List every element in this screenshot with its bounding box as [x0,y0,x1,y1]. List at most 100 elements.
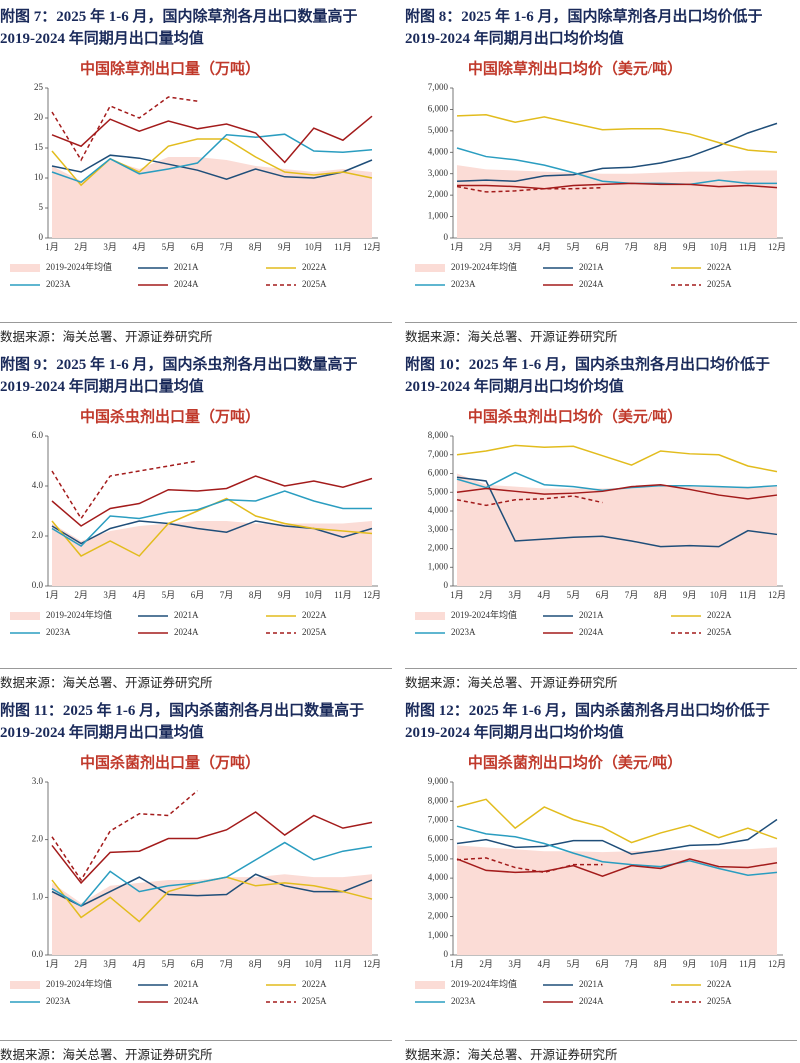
x-tick-label: 11月 [334,590,352,600]
area-series [457,845,777,955]
legend-label: 2019-2024年均值 [46,261,112,272]
figure-source: 数据来源：海关总署、开源证券研究所 [0,1040,392,1063]
legend-label: 2024A [579,279,604,289]
x-tick-label: 1月 [450,590,464,600]
figure-panel: 附图 7：2025 年 1-6 月，国内除草剂各月出口数量高于 2019-2024… [0,6,392,345]
line-series [456,185,603,193]
x-tick-label: 11月 [739,242,757,252]
y-tick-label: 1.0 [32,891,44,901]
y-tick-label: 10 [34,172,44,182]
legend-label: 2021A [174,610,199,620]
x-tick-label: 4月 [133,959,147,969]
figure-caption: 附图 8：2025 年 1-6 月，国内除草剂各月出口均价低于 2019-2024… [405,6,797,50]
line-series [456,495,603,507]
figure-source: 数据来源：海关总署、开源证券研究所 [405,668,797,691]
y-tick-label: 2,000 [428,911,449,921]
caption-line: 2019-2024 年同期月出口均价均值 [405,379,624,395]
y-tick-label: 3,000 [428,168,449,178]
x-tick-label: 7月 [625,959,639,969]
legend-label: 2021A [579,262,604,272]
x-tick-label: 5月 [567,959,581,969]
area-series [457,473,777,586]
figure-caption: 附图 7：2025 年 1-6 月，国内除草剂各月出口数量高于 2019-2024… [0,6,392,50]
y-tick-label: 1,000 [428,211,449,221]
x-tick-label: 8月 [249,590,263,600]
figure-panel: 附图 9：2025 年 1-6 月，国内杀虫剂各月出口数量高于 2019-2024… [0,354,392,690]
chart-title: 中国杀菌剂出口量（万吨） [80,753,260,771]
y-tick-label: 6,000 [428,103,449,113]
legend-label: 2024A [174,279,199,289]
y-tick-label: 0 [444,580,449,590]
caption-line: 2019-2024 年同期月出口量均值 [0,725,204,741]
line-series [51,96,198,162]
x-tick-label: 3月 [103,590,117,600]
line-series [51,475,373,527]
line-series [51,490,372,547]
figure-caption: 附图 12：2025 年 1-6 月，国内杀菌剂各月出口均价低于 2019-202… [405,700,797,744]
x-tick-label: 6月 [191,959,205,969]
y-tick-label: 5,000 [428,486,449,496]
y-tick-label: 2,000 [428,543,449,553]
chart-title: 中国杀虫剂出口均价（美元/吨） [468,407,682,425]
x-tick-label: 8月 [654,242,668,252]
legend-swatch [10,264,40,272]
figure-caption: 附图 10：2025 年 1-6 月，国内杀虫剂各月出口均价低于 2019-202… [405,354,797,398]
line-series [51,790,198,882]
legend-label: 2023A [451,627,476,637]
line-series [456,818,778,855]
y-tick-label: 0 [444,232,449,242]
chart: 中国除草剂出口量（万吨） 0 5 10 15 20 25 1月 2月 3月 4月 5月 6月 7月 8月 9月… [10,59,381,289]
y-tick-label: 4.0 [32,480,44,490]
x-tick-label: 6月 [596,242,610,252]
chart-title: 中国除草剂出口均价（美元/吨） [468,59,682,77]
x-tick-label: 11月 [739,590,757,600]
y-tick-label: 0.0 [32,580,44,590]
caption-line: 2019-2024 年同期月出口均价均值 [405,31,624,47]
x-tick-label: 5月 [567,242,581,252]
x-tick-label: 6月 [191,242,205,252]
legend-label: 2024A [174,627,199,637]
caption-line: 附图 12：2025 年 1-6 月，国内杀菌剂各月出口均价低于 [405,703,770,719]
legend-label: 2021A [174,262,199,272]
legend-label: 2022A [707,262,732,272]
x-tick-label: 2月 [479,959,493,969]
legend-label: 2019-2024年均值 [46,609,112,620]
y-tick-label: 7,000 [428,815,449,825]
y-tick-label: 6.0 [32,430,44,440]
legend-swatch [415,264,445,272]
x-tick-label: 3月 [103,242,117,252]
figure-caption: 附图 9：2025 年 1-6 月，国内杀虫剂各月出口数量高于 2019-2024… [0,354,392,398]
line-series [456,444,778,473]
caption-line: 附图 9：2025 年 1-6 月，国内杀虫剂各月出口数量高于 [0,357,358,373]
legend-swatch [10,612,40,620]
chart-title: 中国杀菌剂出口均价（美元/吨） [468,753,682,771]
y-tick-label: 25 [34,82,44,92]
figure-panel: 附图 8：2025 年 1-6 月，国内除草剂各月出口均价低于 2019-2024… [405,6,797,344]
area-series [52,874,372,955]
y-tick-label: 5 [39,202,44,212]
x-tick-label: 7月 [625,590,639,600]
line-series [456,798,778,844]
line-series [457,182,778,190]
line-series [51,520,373,545]
caption-line: 2019-2024 年同期月出口量均值 [0,31,204,47]
x-tick-label: 3月 [508,590,522,600]
y-tick-label: 0 [444,949,449,959]
legend-label: 2025A [707,627,732,637]
x-tick-label: 9月 [278,590,292,600]
figure-source: 数据来源：海关总署、开源证券研究所 [0,322,392,345]
x-tick-label: 4月 [538,590,552,600]
x-tick-label: 4月 [133,590,147,600]
x-tick-label: 1月 [45,959,59,969]
legend-label: 2025A [707,996,732,1006]
legend-label: 2019-2024年均值 [451,261,517,272]
area-series [457,165,777,238]
x-tick-label: 8月 [249,242,263,252]
y-tick-label: 2.0 [32,530,44,540]
line-series [51,115,373,164]
y-tick-label: 1,000 [428,561,449,571]
y-tick-label: 15 [34,142,44,152]
y-tick-label: 8,000 [428,430,449,440]
x-tick-label: 12月 [768,242,786,252]
